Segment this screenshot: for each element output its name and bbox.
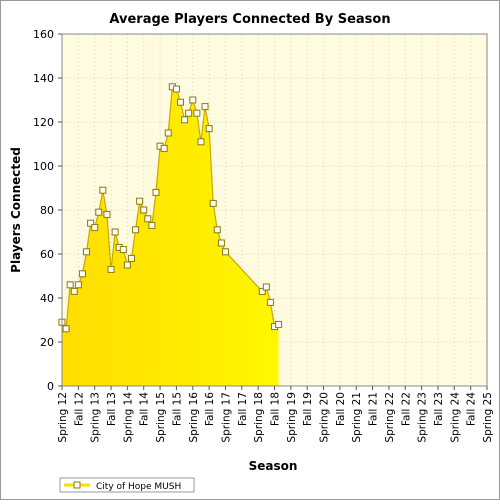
data-point-marker: [140, 206, 148, 214]
x-tick-label: Spring 25: [482, 392, 494, 443]
data-point-marker: [189, 96, 197, 104]
x-tick-label: Spring 21: [351, 392, 363, 443]
data-point-marker: [119, 246, 127, 254]
data-point-marker: [66, 281, 74, 289]
x-tick-label: Fall 15: [171, 392, 183, 426]
data-point-marker: [111, 228, 119, 236]
legend: City of Hope MUSH: [59, 477, 195, 493]
legend-swatch-marker: [73, 481, 81, 489]
x-tick-label: Spring 24: [449, 392, 461, 443]
y-tick-label: 20: [40, 336, 54, 349]
data-point-marker: [74, 281, 82, 289]
data-point-marker: [201, 103, 209, 111]
y-tick-label: 140: [33, 72, 54, 85]
x-tick-label: Fall 16: [204, 392, 216, 426]
x-tick-label: Spring 16: [188, 392, 200, 443]
data-point-marker: [127, 254, 135, 262]
data-point-marker: [275, 320, 283, 328]
y-axis-label: Players Connected: [9, 147, 23, 273]
y-tick-label: 0: [47, 380, 54, 393]
data-point-marker: [181, 116, 189, 124]
x-tick-label: Fall 20: [335, 392, 347, 426]
y-tick-label: 60: [40, 248, 54, 261]
series-area: [62, 86, 279, 387]
chart-title: Average Players Connected By Season: [109, 12, 390, 27]
data-point-marker: [148, 221, 156, 229]
data-point-marker: [213, 226, 221, 234]
x-tick-label: Spring 20: [319, 392, 331, 443]
data-point-marker: [160, 144, 168, 152]
data-point-marker: [78, 270, 86, 278]
data-point-marker: [164, 129, 172, 137]
legend-box: [59, 477, 195, 493]
data-point-marker: [87, 219, 95, 227]
data-point-marker: [83, 248, 91, 256]
data-point-marker: [185, 109, 193, 117]
x-tick-label: Fall 14: [139, 392, 151, 426]
data-point-marker: [197, 138, 205, 146]
x-tick-label: Fall 24: [466, 392, 478, 426]
y-tick-label: 160: [33, 28, 54, 41]
x-tick-label: Spring 15: [155, 392, 167, 443]
data-point-marker: [95, 208, 103, 216]
data-point-marker: [217, 239, 225, 247]
data-point-marker: [209, 199, 217, 207]
series-markers: [58, 83, 283, 333]
data-point-marker: [177, 98, 185, 106]
x-tick-label: Spring 13: [90, 392, 102, 443]
legend-label: City of Hope MUSH: [96, 482, 181, 492]
x-tick-label: Spring 12: [57, 392, 69, 443]
x-tick-label: Spring 19: [286, 392, 298, 443]
y-tick-label: 100: [33, 160, 54, 173]
x-tick-label: Spring 23: [417, 392, 429, 443]
x-tick-label: Fall 18: [270, 392, 282, 426]
data-point-marker: [205, 125, 213, 133]
data-point-marker: [262, 283, 270, 291]
x-tick-label: Fall 13: [106, 392, 118, 426]
x-tick-label: Fall 23: [433, 392, 445, 426]
x-tick-label: Fall 22: [400, 392, 412, 426]
data-point-marker: [99, 186, 107, 194]
x-tick-label: Fall 21: [368, 392, 380, 426]
data-point-marker: [62, 325, 70, 333]
data-point-marker: [221, 248, 229, 256]
data-point-marker: [144, 215, 152, 223]
data-point-marker: [70, 287, 78, 295]
data-point-marker: [103, 210, 111, 218]
data-point-marker: [193, 109, 201, 117]
x-axis: Spring 12 Fall 12 Spring 13 Fall 13 Spring 1…: [57, 386, 494, 443]
x-tick-label: Fall 12: [73, 392, 85, 426]
x-tick-label: Spring 22: [384, 392, 396, 443]
y-tick-label: 80: [40, 204, 54, 217]
data-point-marker: [258, 287, 266, 295]
data-point-marker: [152, 188, 160, 196]
data-point-marker: [266, 298, 274, 306]
x-tick-label: Spring 18: [253, 392, 265, 443]
data-point-marker: [91, 224, 99, 232]
data-point-marker: [107, 265, 115, 273]
y-tick-label: 40: [40, 292, 54, 305]
x-tick-label: Fall 19: [302, 392, 314, 426]
x-tick-label: Spring 17: [220, 392, 232, 443]
data-point-marker: [132, 226, 140, 234]
y-tick-label: 120: [33, 116, 54, 129]
data-point-marker: [136, 197, 144, 205]
x-axis-label: Season: [249, 459, 298, 473]
x-tick-label: Fall 17: [237, 392, 249, 426]
x-tick-label: Spring 14: [122, 392, 134, 443]
y-axis: 0 20 40 60 80 100 120 140 160: [33, 28, 62, 393]
data-point-marker: [172, 85, 180, 93]
data-point-marker: [123, 261, 131, 269]
